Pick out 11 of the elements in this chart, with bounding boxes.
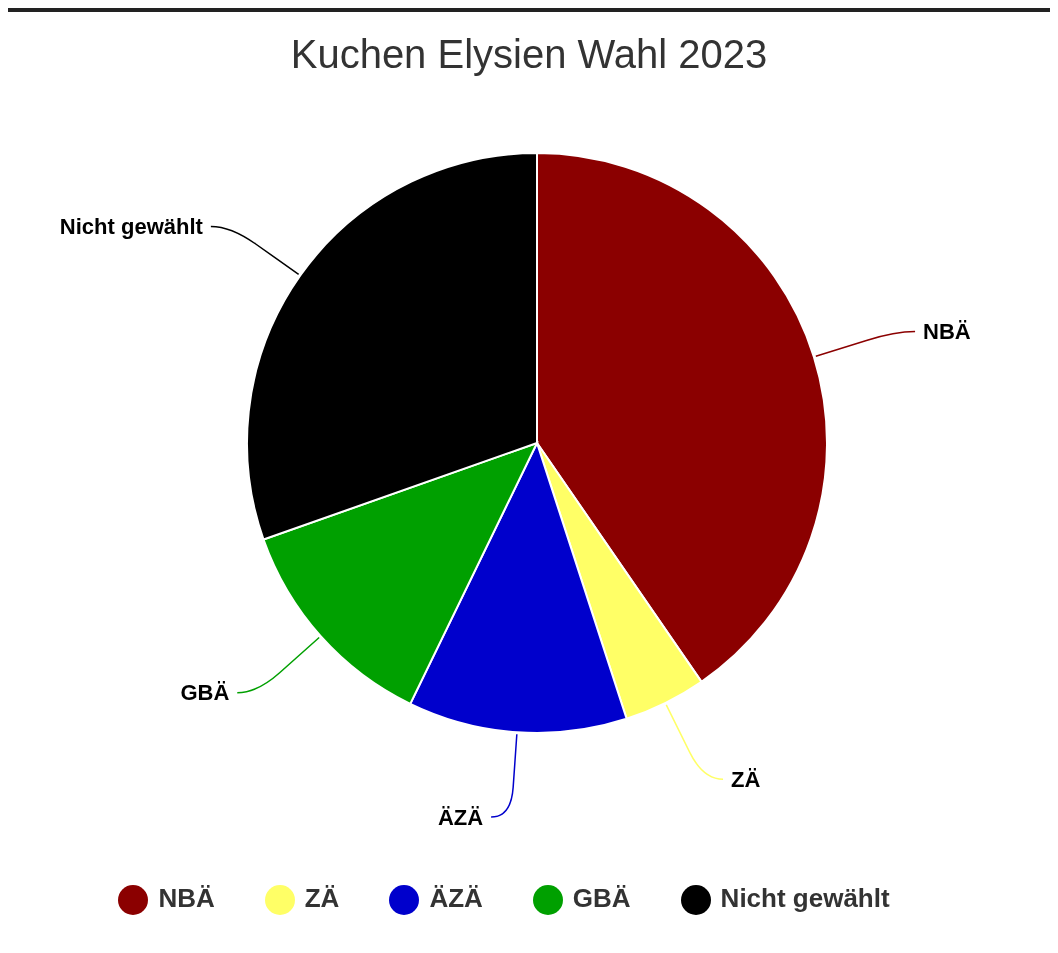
slice-label: GBÄ [180, 680, 230, 706]
chart-title: Kuchen Elysien Wahl 2023 [289, 31, 769, 78]
slice-label: NBÄ [923, 319, 971, 345]
legend-label: ÄZÄ [429, 882, 483, 913]
slice-label: Nicht gewählt [59, 213, 204, 239]
legend-label: NBÄ [158, 882, 215, 913]
legend-label: Nicht gewählt [720, 882, 890, 913]
slice-label: ÄZÄ [437, 804, 484, 830]
legend-label: ZÄ [304, 882, 340, 913]
legend-label: GBÄ [572, 882, 631, 913]
slice-label: ZÄ [731, 766, 761, 792]
